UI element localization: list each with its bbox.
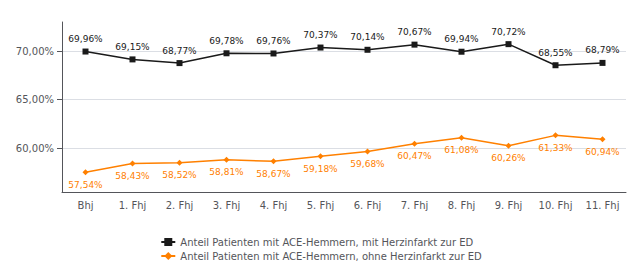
svg-text:1. Fhj: 1. Fhj	[119, 200, 147, 211]
svg-text:68,55%: 68,55%	[538, 48, 573, 58]
svg-text:68,77%: 68,77%	[162, 46, 197, 56]
svg-text:61,08%: 61,08%	[444, 145, 479, 155]
svg-text:59,68%: 59,68%	[350, 159, 385, 169]
svg-text:69,76%: 69,76%	[256, 36, 291, 46]
svg-text:58,81%: 58,81%	[209, 167, 244, 177]
svg-text:69,94%: 69,94%	[444, 34, 479, 44]
svg-text:58,67%: 58,67%	[256, 169, 291, 179]
svg-text:11. Fhj: 11. Fhj	[586, 200, 620, 211]
svg-text:2. Fhj: 2. Fhj	[166, 200, 194, 211]
svg-text:60,26%: 60,26%	[491, 153, 526, 163]
svg-text:70,14%: 70,14%	[350, 32, 385, 42]
svg-text:61,33%: 61,33%	[538, 143, 573, 153]
svg-text:58,52%: 58,52%	[162, 170, 197, 180]
svg-text:10. Fhj: 10. Fhj	[539, 200, 573, 211]
svg-text:68,79%: 68,79%	[585, 45, 620, 55]
svg-text:60,94%: 60,94%	[585, 147, 620, 157]
svg-text:Bhj: Bhj	[78, 200, 94, 211]
svg-text:70,67%: 70,67%	[397, 27, 432, 37]
svg-text:Anteil Patienten mit ACE-Hemme: Anteil Patienten mit ACE-Hemmern, ohne H…	[180, 251, 482, 262]
svg-text:57,54%: 57,54%	[68, 180, 103, 190]
svg-text:7. Fhj: 7. Fhj	[401, 200, 429, 211]
svg-text:69,78%: 69,78%	[209, 36, 244, 46]
svg-text:65,00%: 65,00%	[16, 94, 54, 105]
svg-text:59,18%: 59,18%	[303, 164, 338, 174]
svg-text:70,37%: 70,37%	[303, 30, 338, 40]
svg-text:6. Fhj: 6. Fhj	[354, 200, 382, 211]
svg-text:9. Fhj: 9. Fhj	[495, 200, 523, 211]
svg-text:4. Fhj: 4. Fhj	[260, 200, 288, 211]
svg-text:58,43%: 58,43%	[115, 171, 150, 181]
svg-text:69,15%: 69,15%	[115, 42, 150, 52]
svg-text:Anteil Patienten mit ACE-Hemme: Anteil Patienten mit ACE-Hemmern, mit He…	[180, 237, 473, 248]
svg-text:60,47%: 60,47%	[397, 151, 432, 161]
svg-text:60,00%: 60,00%	[16, 143, 54, 154]
svg-text:70,72%: 70,72%	[491, 27, 526, 37]
svg-text:69,96%: 69,96%	[68, 34, 103, 44]
svg-text:70,00%: 70,00%	[16, 46, 54, 57]
svg-text:3. Fhj: 3. Fhj	[213, 200, 241, 211]
svg-text:8. Fhj: 8. Fhj	[448, 200, 476, 211]
svg-text:5. Fhj: 5. Fhj	[307, 200, 335, 211]
